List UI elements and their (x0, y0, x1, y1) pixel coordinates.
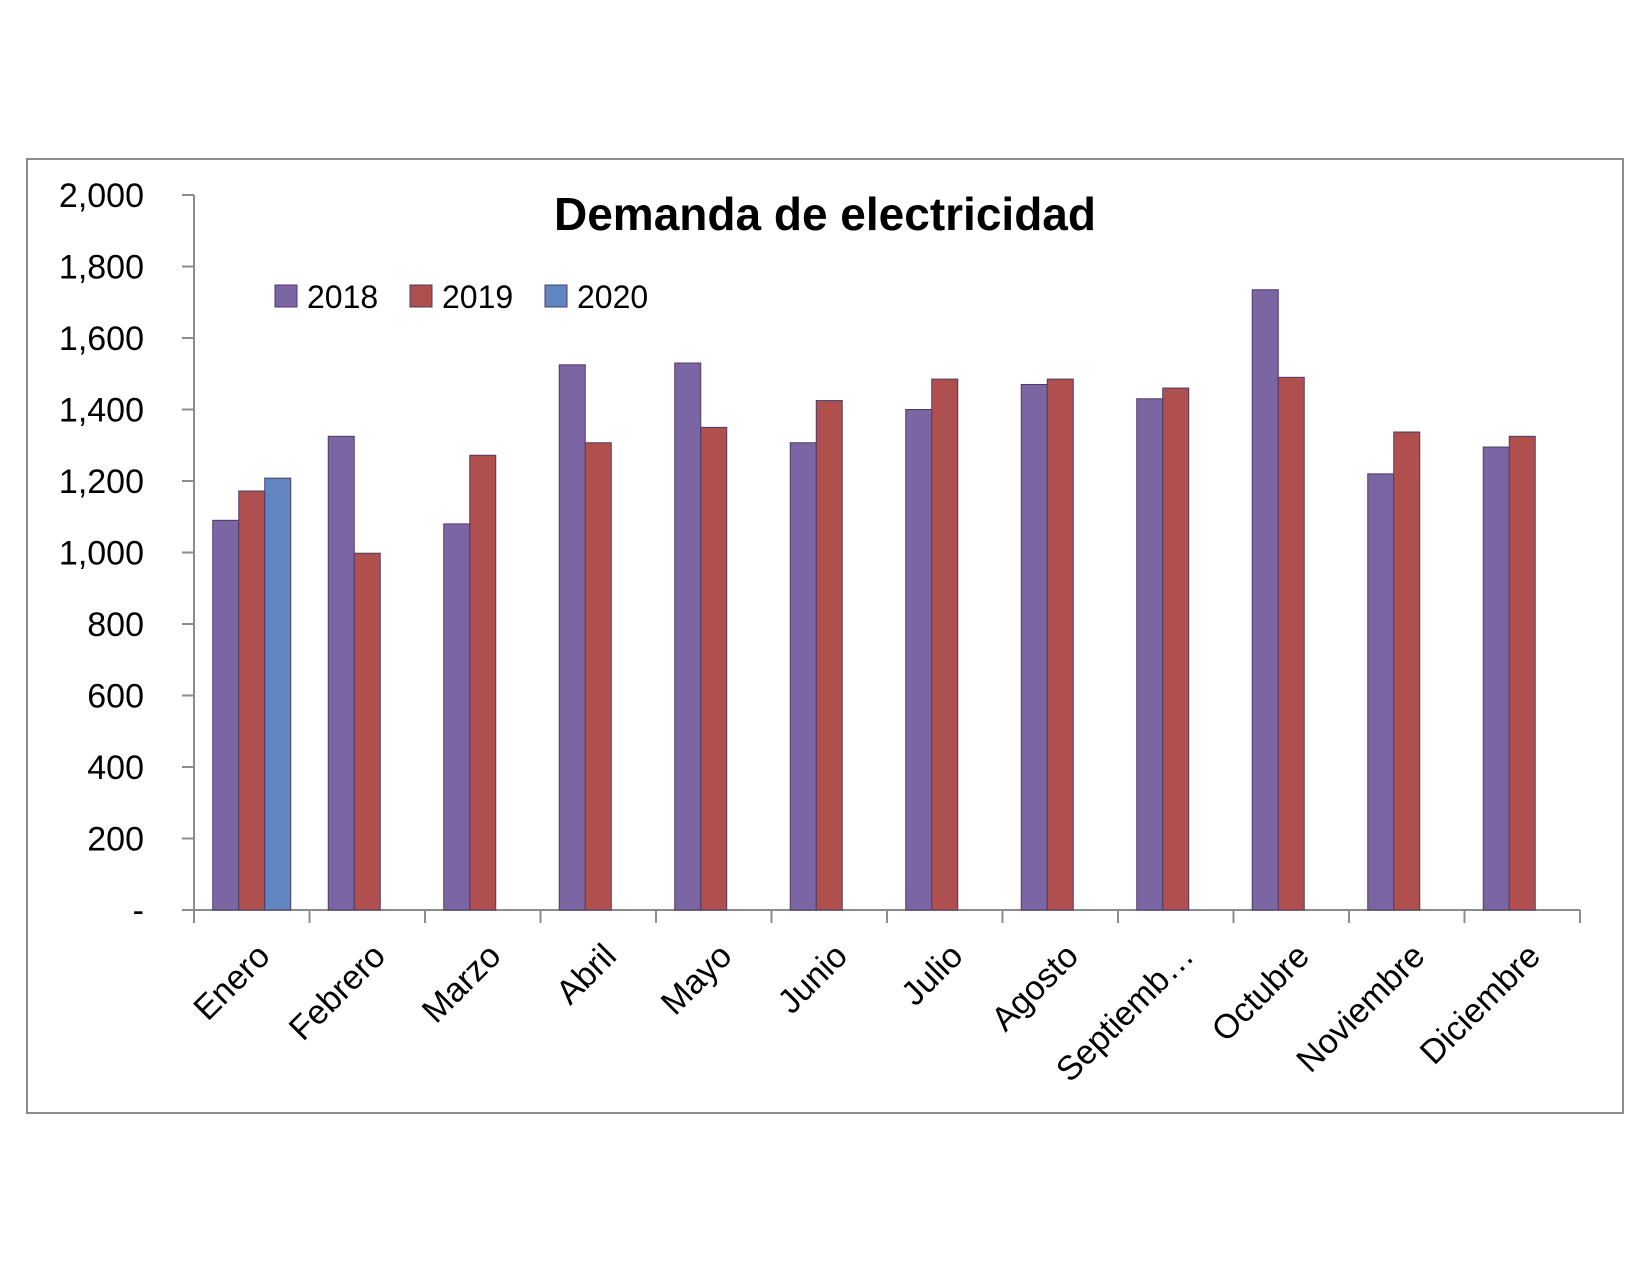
bar-2018-febrero (327, 435, 355, 911)
x-tick-label: Junio (771, 937, 855, 1021)
x-tick-label: Febrero (282, 937, 393, 1048)
bar-2019-diciembre (1508, 435, 1536, 911)
x-tick-label: Enero (186, 937, 277, 1028)
bar-2018-noviembre (1367, 473, 1395, 911)
bar-2018-septiemb (1136, 398, 1164, 911)
y-tick-label: 800 (87, 606, 144, 644)
bar-2019-noviembre (1393, 431, 1421, 911)
y-tick-label: 600 (87, 678, 144, 716)
bar-2018-junio (789, 442, 817, 911)
bar-2019-agosto (1046, 378, 1074, 911)
bar-2019-junio (815, 400, 843, 911)
x-tick-label: Octubre (1205, 937, 1317, 1049)
bars (212, 289, 1536, 911)
legend-label-2019: 2019 (442, 279, 513, 315)
x-tick-label: Diciembre (1413, 937, 1548, 1072)
y-tick-label: 1,600 (59, 320, 144, 358)
bar-2018-abril (558, 364, 586, 911)
bar-2019-septiemb (1162, 387, 1190, 911)
x-tick-label: Agosto (984, 937, 1086, 1039)
y-tick-label: 1,200 (59, 463, 144, 501)
legend-swatch-2018 (274, 284, 298, 308)
y-tick-label: 400 (87, 749, 144, 787)
bar-2019-enero (238, 490, 266, 911)
y-tick-label: - (133, 892, 144, 930)
x-tick-label: Julio (894, 937, 970, 1013)
chart-title: Demanda de electricidad (554, 188, 1096, 240)
legend-label-2018: 2018 (307, 279, 378, 315)
bar-2019-febrero (353, 552, 381, 911)
bar-2020-enero (264, 477, 292, 911)
bar-2018-marzo (443, 523, 471, 911)
bar-2018-octubre (1251, 289, 1279, 911)
bar-2019-mayo (700, 426, 728, 911)
legend-swatch-2020 (544, 284, 568, 308)
bar-2018-agosto (1020, 383, 1048, 911)
bar-2019-julio (931, 378, 959, 911)
x-tick-label: Abril (549, 937, 624, 1012)
x-tick-label: Marzo (415, 937, 509, 1031)
bar-2019-abril (584, 442, 612, 911)
y-tick-label: 1,000 (59, 535, 144, 573)
bar-2018-julio (905, 409, 933, 911)
bar-2019-octubre (1277, 376, 1305, 911)
bar-2019-marzo (469, 454, 497, 911)
legend-label-2020: 2020 (577, 279, 648, 315)
y-tick-label: 2,000 (59, 177, 144, 215)
legend: 2018 2019 2020 (274, 279, 648, 315)
legend-swatch-2019 (409, 284, 433, 308)
x-tick-label: Mayo (654, 937, 740, 1023)
bar-2018-diciembre (1482, 446, 1510, 911)
bar-2018-enero (212, 519, 240, 911)
y-tick-label: 1,400 (59, 392, 144, 430)
y-tick-label: 1,800 (59, 249, 144, 287)
bar-2018-mayo (674, 362, 702, 911)
y-tick-label: 200 (87, 821, 144, 859)
